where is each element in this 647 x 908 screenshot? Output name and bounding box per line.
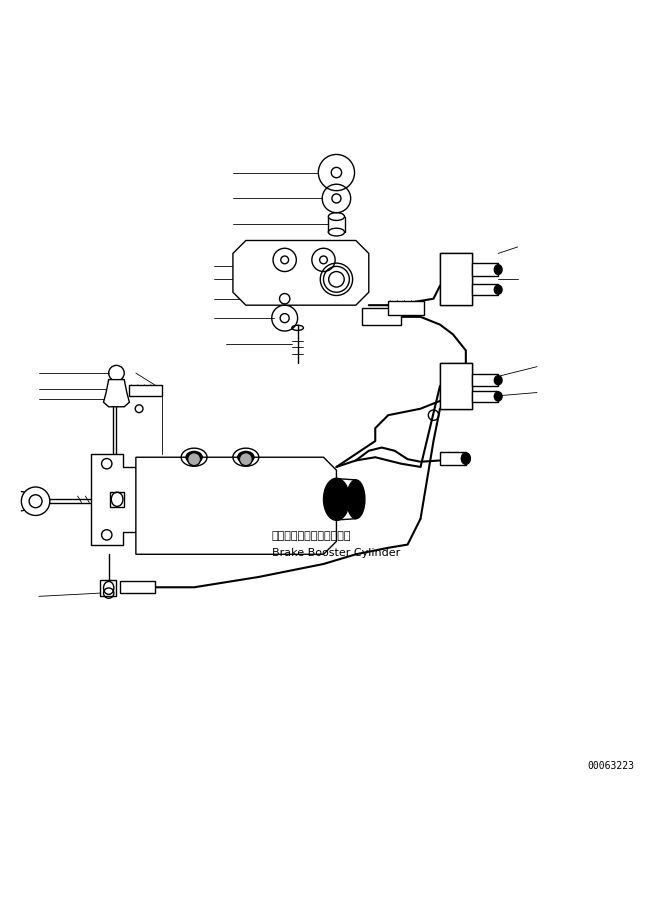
Polygon shape bbox=[440, 363, 472, 409]
Ellipse shape bbox=[494, 376, 502, 385]
Text: ブレーキブースタシリンダ: ブレーキブースタシリンダ bbox=[272, 531, 351, 541]
Bar bbox=[472, 390, 498, 402]
Polygon shape bbox=[104, 380, 129, 407]
Circle shape bbox=[188, 453, 201, 466]
Bar bbox=[110, 491, 124, 507]
Bar bbox=[388, 301, 424, 315]
Ellipse shape bbox=[461, 453, 470, 464]
Ellipse shape bbox=[237, 451, 254, 463]
Ellipse shape bbox=[347, 480, 365, 518]
Bar bbox=[440, 452, 466, 465]
Bar bbox=[472, 284, 498, 295]
Circle shape bbox=[21, 487, 50, 516]
Ellipse shape bbox=[324, 479, 349, 520]
Polygon shape bbox=[136, 458, 336, 554]
Bar bbox=[472, 263, 498, 276]
Bar bbox=[472, 374, 498, 386]
Bar bbox=[120, 581, 155, 593]
Text: Brake Booster Cylinder: Brake Booster Cylinder bbox=[272, 548, 400, 558]
Bar bbox=[362, 309, 401, 324]
Text: 00063223: 00063223 bbox=[587, 761, 634, 771]
Ellipse shape bbox=[186, 451, 202, 463]
Circle shape bbox=[239, 453, 252, 466]
Ellipse shape bbox=[494, 285, 502, 294]
Polygon shape bbox=[440, 253, 472, 305]
Polygon shape bbox=[233, 241, 369, 305]
Ellipse shape bbox=[494, 392, 502, 401]
Bar bbox=[129, 385, 162, 397]
Ellipse shape bbox=[494, 265, 502, 274]
Bar bbox=[100, 580, 116, 597]
Polygon shape bbox=[91, 454, 136, 545]
